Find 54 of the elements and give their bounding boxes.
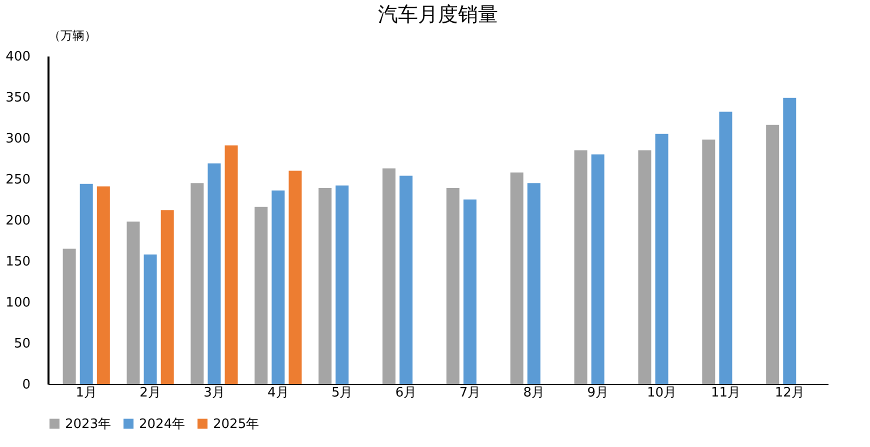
y-tick-label: 150 (6, 254, 30, 270)
bar (574, 150, 588, 384)
bar (288, 170, 302, 384)
bar (527, 183, 540, 384)
bar (591, 154, 604, 384)
bar (254, 206, 268, 384)
bar (208, 163, 221, 384)
chart-title: 汽车月度销量 (378, 2, 498, 26)
bar (318, 188, 332, 384)
y-tick-label: 0 (22, 378, 30, 392)
x-tick-label: 1月 (76, 386, 97, 400)
bar (702, 140, 716, 384)
x-tick-label: 8月 (523, 386, 545, 400)
bar (126, 222, 140, 384)
y-tick-label: 200 (6, 214, 30, 228)
bar (510, 172, 524, 384)
bar (96, 186, 110, 384)
bar (766, 124, 780, 384)
y-tick-label: 100 (6, 296, 30, 310)
bar (463, 200, 476, 384)
y-tick-label: 250 (6, 172, 30, 188)
x-tick-label: 6月 (395, 386, 417, 400)
x-tick-label: 2月 (140, 386, 161, 400)
y-tick-label: 300 (6, 132, 30, 146)
legend-label: 2024年 (139, 416, 186, 432)
legend-label: 2025年 (213, 416, 260, 432)
y-axis-title: （万辆） (48, 28, 96, 42)
x-tick-label: 3月 (204, 386, 225, 400)
bar (400, 176, 413, 384)
x-tick-label: 12月 (774, 386, 804, 400)
bar (160, 210, 174, 384)
x-tick-label: 4月 (268, 386, 289, 400)
bar (638, 150, 652, 384)
bar (272, 190, 285, 384)
y-tick-label: 350 (6, 90, 30, 106)
bar (382, 168, 396, 384)
bar (80, 184, 93, 384)
x-tick-label: 9月 (587, 386, 608, 400)
bar (336, 186, 349, 384)
bar (655, 134, 668, 384)
y-tick-label: 400 (6, 50, 30, 64)
bar (190, 183, 204, 384)
bar (783, 98, 796, 384)
x-tick-label: 10月 (646, 386, 677, 400)
x-tick-label: 7月 (459, 386, 481, 400)
x-tick-label: 11月 (710, 386, 740, 400)
bar (144, 254, 157, 384)
bar (719, 112, 732, 384)
bar (224, 145, 238, 384)
y-tick-label: 50 (14, 336, 30, 352)
bar (62, 248, 76, 384)
legend-label: 2023年 (65, 416, 112, 432)
bar (446, 188, 460, 384)
x-tick-label: 5月 (331, 386, 353, 400)
